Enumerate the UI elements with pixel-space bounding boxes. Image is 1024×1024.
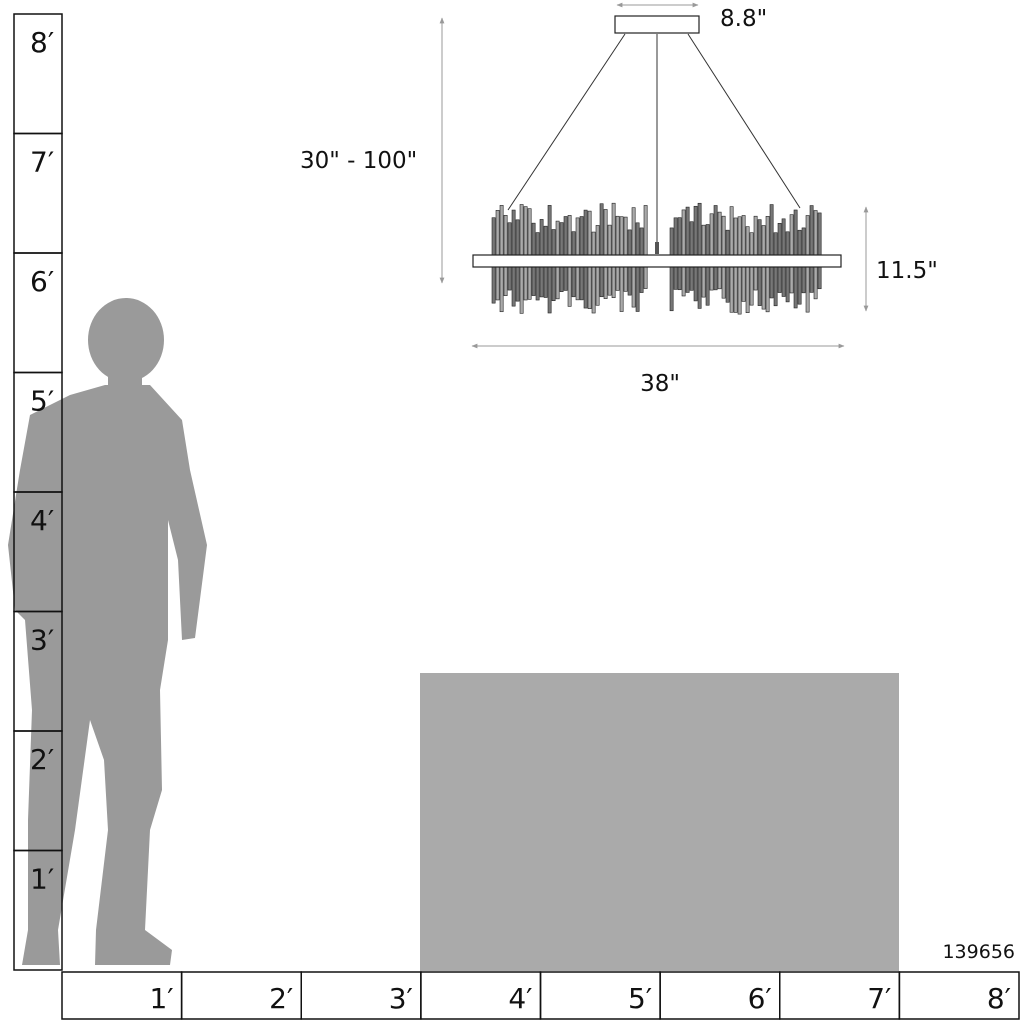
crystal-rod [563, 216, 568, 291]
canopy-width-label: 8.8" [720, 6, 767, 32]
crystal-rod [769, 204, 774, 299]
canopy [614, 15, 700, 34]
crystal-rod [673, 217, 678, 290]
crystal-rod [773, 232, 778, 307]
fixture-width-label: 38" [640, 371, 680, 397]
vertical-ruler-label: 2′ [30, 743, 54, 776]
crystal-rod [817, 212, 822, 290]
horizontal-ruler-label: 8′ [987, 982, 1011, 1015]
crystal-rod [709, 213, 714, 291]
vertical-ruler-label: 3′ [30, 624, 54, 657]
vertical-ruler-label: 7′ [30, 146, 54, 179]
horizontal-ruler-label: 5′ [628, 982, 652, 1015]
horizontal-ruler-label: 2′ [269, 982, 293, 1015]
horizontal-ruler-label: 3′ [389, 982, 413, 1015]
horizontal-ruler-label: 7′ [867, 982, 891, 1015]
crystal-rod [713, 205, 718, 291]
horizontal-ruler-label: 1′ [149, 982, 173, 1015]
horizontal-ruler-cell [898, 971, 1020, 1020]
crystal-rod [603, 209, 608, 299]
crystal-rod [677, 217, 682, 291]
product-code: 139656 [942, 941, 1015, 963]
crystal-rod [599, 203, 604, 298]
crystal-rod [745, 226, 750, 313]
vertical-ruler-label: 4′ [30, 504, 54, 537]
drop-height-label: 30" - 100" [300, 148, 417, 174]
vertical-ruler-label: 5′ [30, 385, 54, 418]
suspension-cable-right [687, 33, 801, 209]
crystal-rod [669, 227, 674, 312]
crystal-rod [615, 215, 620, 291]
crystal-rod [681, 209, 686, 297]
crystal-rod [643, 205, 648, 289]
crystal-rod [685, 206, 690, 293]
vertical-ruler-label: 1′ [30, 863, 54, 896]
crystal-rod [523, 206, 528, 301]
crystal-rod [693, 205, 698, 302]
chandelier-drawing [472, 15, 842, 315]
horizontal-ruler-label: 6′ [748, 982, 772, 1015]
fixture-ring-bar [472, 254, 842, 268]
vertical-ruler-label: 6′ [30, 265, 54, 298]
crystal-rod [611, 202, 616, 299]
crystal-rod [753, 215, 758, 291]
vertical-ruler: 8′ 7′ 6′ 5′ 4′ 3′ 2′ 1′ [13, 13, 63, 971]
crystal-rod [809, 205, 814, 293]
crystal-rod [591, 231, 596, 314]
horizontal-ruler-label: 4′ [508, 982, 532, 1015]
crystal-rod [717, 211, 722, 290]
table-block [420, 673, 899, 971]
crystal-rod [527, 208, 532, 300]
vertical-ruler-cell [13, 849, 63, 971]
crystal-rod [749, 232, 754, 306]
horizontal-ruler: 1′ 2′ 3′ 4′ 5′ 6′ 7′ 8′ [61, 971, 1020, 1020]
crystal-rod [789, 214, 794, 294]
fixture-height-label: 11.5" [876, 258, 938, 284]
vertical-ruler-label: 8′ [30, 26, 54, 59]
crystal-rod [623, 216, 628, 292]
suspension-cable-left [507, 33, 626, 211]
person-silhouette [8, 298, 207, 965]
